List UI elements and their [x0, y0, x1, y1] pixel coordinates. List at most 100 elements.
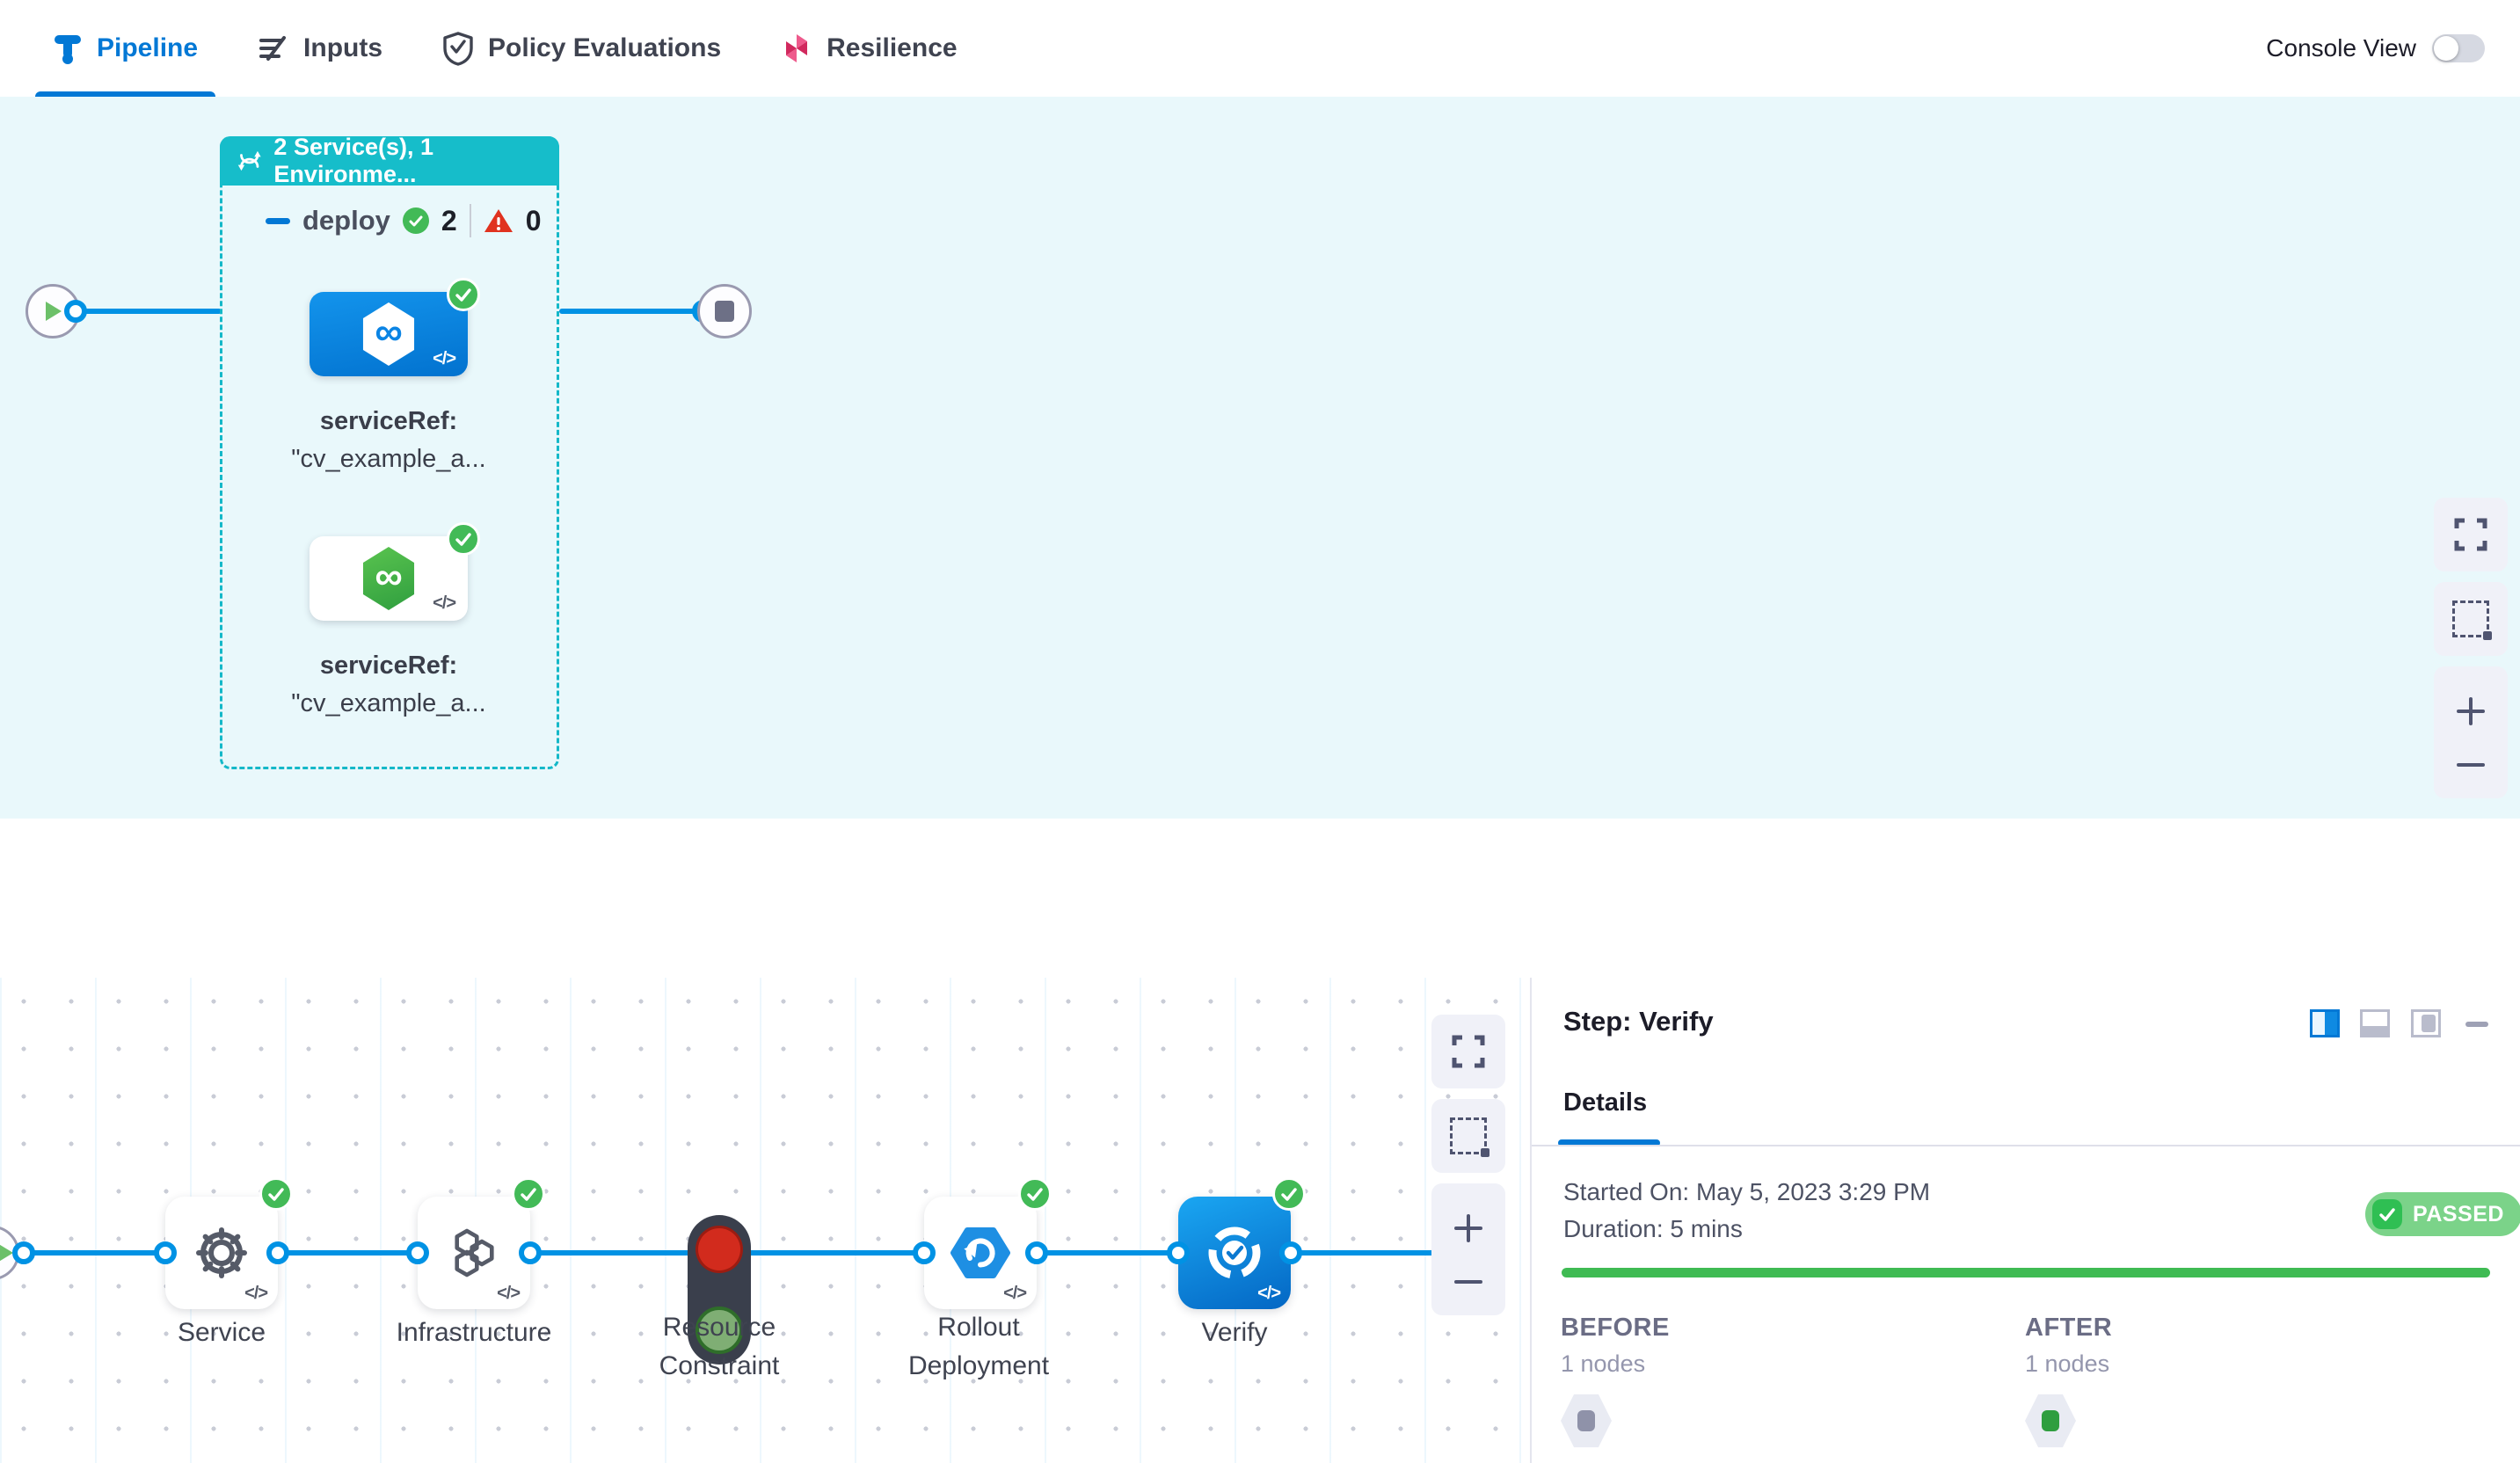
step-node-resource-constraint[interactable]	[688, 1215, 751, 1365]
pipeline-end-node[interactable]	[697, 284, 752, 338]
tab-policy-label: Policy Evaluations	[488, 33, 722, 62]
inputs-icon	[259, 36, 287, 61]
after-node-hexagon[interactable]	[2025, 1394, 2076, 1448]
infinity-glyph: ∞	[375, 310, 403, 353]
code-icon: </>	[244, 1284, 268, 1303]
fit-to-screen-button[interactable]	[2434, 498, 2508, 571]
step-node-rollout-deployment[interactable]: </>	[924, 1197, 1037, 1309]
marquee-select-button[interactable]	[2434, 582, 2508, 656]
port	[154, 1241, 177, 1264]
zoom-control	[1431, 1183, 1505, 1315]
step-node-service[interactable]: </>	[165, 1197, 278, 1309]
panel-minimize-button[interactable]	[2465, 1022, 2488, 1027]
verify-icon	[1208, 1226, 1261, 1279]
after-node-status	[2042, 1410, 2059, 1431]
passed-check-icon	[2372, 1199, 2402, 1229]
zoom-in-button[interactable]	[2455, 695, 2487, 727]
tab-pipeline[interactable]: Pipeline	[23, 0, 228, 98]
code-icon: </>	[497, 1284, 521, 1303]
step-rollout-success-badge	[1018, 1177, 1052, 1211]
console-view-label: Console View	[2266, 34, 2416, 62]
stage-summary-bar: deploy_0 Started at: 5/5/2023, 3:28:50 P…	[0, 819, 2520, 979]
tab-resilience[interactable]: Resilience	[751, 0, 987, 97]
marquee-select-button[interactable]	[1431, 1099, 1505, 1173]
service-1-ref-label: serviceRef:	[319, 407, 458, 435]
success-count: 2	[441, 204, 457, 237]
service-1-success-badge	[447, 278, 480, 311]
tab-policy-evaluations[interactable]: Policy Evaluations	[412, 0, 751, 97]
port	[913, 1241, 936, 1264]
stop-icon	[715, 301, 734, 322]
code-icon: </>	[1257, 1284, 1281, 1303]
code-icon: </>	[1003, 1284, 1027, 1303]
count-divider	[469, 204, 471, 237]
resilience-chaos-icon	[786, 34, 808, 62]
stage-graph-canvas[interactable]: 2 Service(s), 1 Environme... deploy 2 0 …	[0, 97, 2520, 819]
panel-layout-floating-icon[interactable]	[2411, 1009, 2441, 1037]
step-node-infrastructure[interactable]: </>	[418, 1197, 530, 1309]
tab-pipeline-label: Pipeline	[97, 33, 199, 62]
port	[266, 1241, 289, 1264]
stage-services-badge[interactable]: 2 Service(s), 1 Environme...	[220, 134, 559, 187]
service-node-2[interactable]: ∞ </>	[310, 536, 468, 621]
collapse-stage-icon[interactable]	[266, 217, 290, 224]
play-icon	[46, 302, 62, 321]
port	[12, 1241, 35, 1264]
panel-started-on: Started On: May 5, 2023 3:29 PM	[1563, 1178, 1931, 1205]
step-label-rollout-deployment: Rollout Deployment	[907, 1313, 1050, 1380]
after-node-count: 1 nodes	[2025, 1350, 2110, 1377]
play-icon	[0, 1244, 13, 1262]
service-gear-icon	[196, 1227, 247, 1278]
expand-icon	[2454, 518, 2487, 551]
harness-service-icon: ∞	[362, 302, 415, 366]
toggle-knob	[2434, 36, 2458, 61]
start-node-port	[64, 300, 87, 323]
before-node-count: 1 nodes	[1561, 1350, 1646, 1377]
infinity-glyph: ∞	[375, 555, 403, 598]
tab-inputs[interactable]: Inputs	[228, 0, 412, 97]
panel-layout-bottom-icon[interactable]	[2360, 1009, 2390, 1037]
zoom-out-button[interactable]	[2455, 760, 2487, 770]
code-icon: </>	[433, 349, 456, 368]
service-2-ref-label: serviceRef:	[319, 651, 458, 680]
expand-icon	[1452, 1035, 1485, 1068]
zoom-in-button[interactable]	[1453, 1212, 1484, 1244]
fit-to-screen-button[interactable]	[1431, 1015, 1505, 1088]
step-panel-title: Step: Verify	[1563, 1006, 1714, 1037]
before-node-status	[1577, 1410, 1595, 1431]
stage-header-row: deploy 2 0	[266, 204, 542, 237]
failure-count: 0	[525, 204, 542, 237]
service-2-success-badge	[447, 522, 480, 556]
active-tab-underline	[35, 91, 216, 98]
console-view-control: Console View	[2266, 34, 2520, 62]
step-node-verify[interactable]: </>	[1178, 1197, 1291, 1309]
before-node-hexagon[interactable]	[1561, 1394, 1612, 1448]
step-service-success-badge	[259, 1177, 293, 1211]
tab-inputs-label: Inputs	[303, 33, 383, 62]
edge-start-to-stage	[81, 309, 222, 314]
failure-count-icon	[484, 209, 513, 232]
step-label-infrastructure: Infrastructure	[396, 1318, 552, 1347]
port	[1025, 1241, 1048, 1264]
details-tab-underline	[1558, 1139, 1660, 1146]
rollout-deployment-icon	[950, 1227, 1010, 1278]
edge-stage-to-end	[559, 309, 700, 314]
step-label-verify: Verify	[1201, 1318, 1268, 1347]
pipeline-icon	[55, 35, 81, 64]
port	[1279, 1241, 1302, 1264]
tab-details[interactable]: Details	[1563, 1088, 1648, 1117]
infrastructure-icon	[455, 1228, 494, 1277]
execution-graph-canvas[interactable]: </> Service </> Infrastructure	[0, 978, 1530, 1463]
success-count-icon	[402, 207, 429, 234]
console-view-toggle[interactable]	[2432, 34, 2485, 62]
port	[519, 1241, 542, 1264]
service-node-1[interactable]: ∞ </>	[310, 292, 468, 376]
panel-duration: Duration: 5 mins	[1563, 1215, 1743, 1242]
stage-badge-label: 2 Service(s), 1 Environme...	[273, 134, 434, 187]
panel-layout-right-icon[interactable]	[2310, 1009, 2340, 1037]
service-2-ref-value: "cv_example_a...	[291, 689, 486, 717]
status-badge-label: PASSED	[2413, 1201, 2504, 1226]
tab-resilience-label: Resilience	[827, 33, 958, 62]
zoom-out-button[interactable]	[1453, 1277, 1484, 1287]
